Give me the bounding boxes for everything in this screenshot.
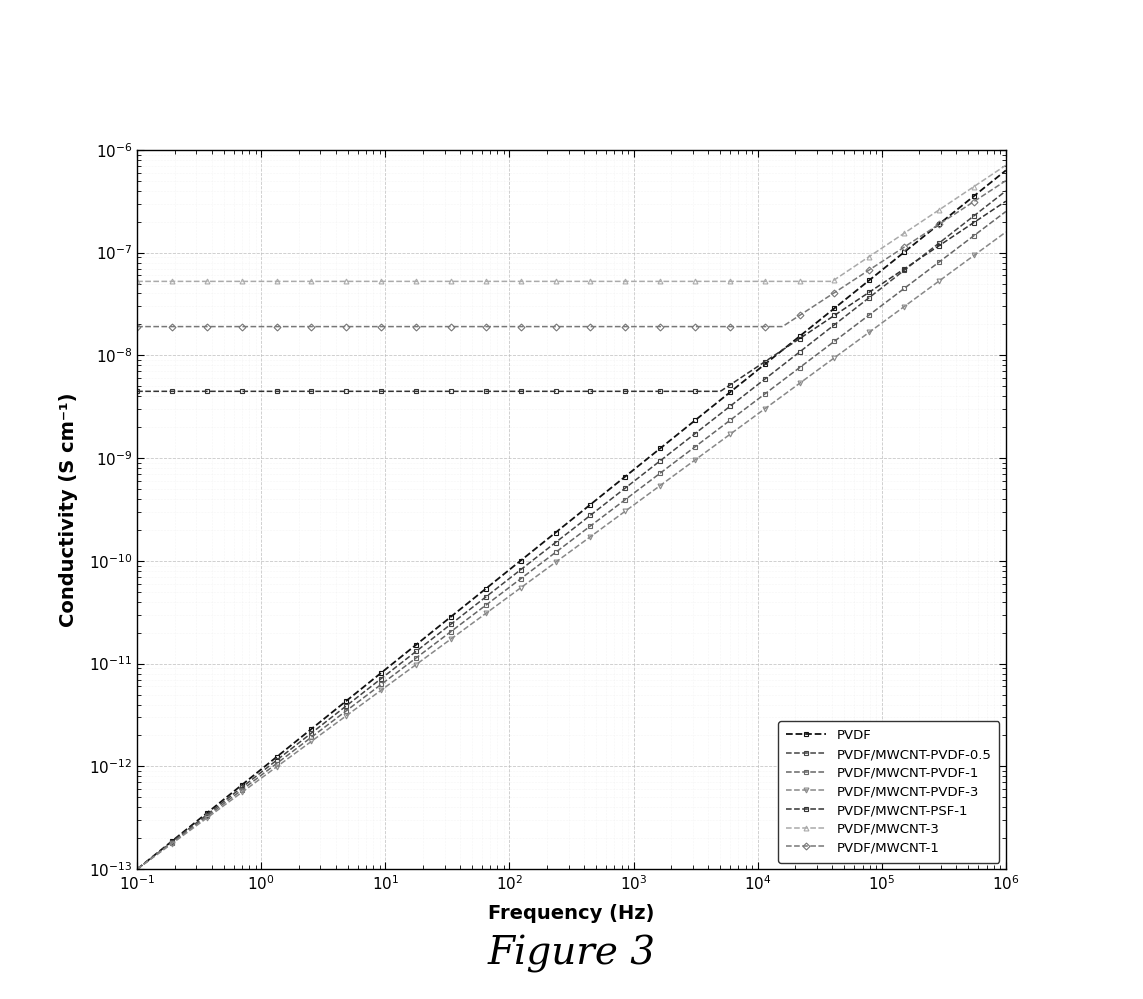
PVDF/MWCNT-PVDF-1: [647, 472, 661, 484]
Legend: PVDF, PVDF/MWCNT-PVDF-0.5, PVDF/MWCNT-PVDF-1, PVDF/MWCNT-PVDF-3, PVDF/MWCNT-PSF-: PVDF, PVDF/MWCNT-PVDF-0.5, PVDF/MWCNT-PV…: [778, 721, 999, 862]
PVDF: [999, 165, 1013, 177]
PVDF/MWCNT-PVDF-1: [645, 474, 658, 486]
PVDF/MWCNT-PSF-1: [647, 386, 661, 398]
PVDF/MWCNT-1: [999, 175, 1013, 187]
PVDF: [662, 436, 676, 448]
PVDF: [134, 861, 147, 873]
PVDF/MWCNT-3: [645, 276, 658, 288]
PVDF/MWCNT-3: [918, 214, 932, 226]
PVDF/MWCNT-PVDF-3: [863, 327, 877, 339]
PVDF/MWCNT-PVDF-1: [130, 863, 144, 875]
PVDF/MWCNT-3: [863, 251, 877, 263]
PVDF/MWCNT-1: [645, 321, 658, 333]
PVDF/MWCNT-3: [134, 276, 147, 288]
PVDF/MWCNT-1: [662, 321, 676, 333]
PVDF/MWCNT-PVDF-3: [647, 484, 661, 496]
PVDF/MWCNT-PSF-1: [999, 195, 1013, 207]
PVDF/MWCNT-PVDF-1: [662, 461, 676, 473]
PVDF/MWCNT-PVDF-0.5: [662, 449, 676, 461]
PVDF/MWCNT-PSF-1: [645, 386, 658, 398]
PVDF/MWCNT-3: [130, 276, 144, 288]
PVDF/MWCNT-1: [647, 321, 661, 333]
PVDF/MWCNT-PVDF-0.5: [647, 460, 661, 472]
PVDF/MWCNT-1: [130, 321, 144, 333]
PVDF/MWCNT-PSF-1: [130, 386, 144, 398]
PVDF: [918, 230, 932, 242]
Line: PVDF/MWCNT-PSF-1: PVDF/MWCNT-PSF-1: [135, 199, 1008, 394]
PVDF/MWCNT-3: [999, 159, 1013, 171]
X-axis label: Frequency (Hz): Frequency (Hz): [488, 904, 655, 923]
PVDF/MWCNT-3: [647, 276, 661, 288]
PVDF/MWCNT-PVDF-3: [645, 486, 658, 498]
PVDF/MWCNT-PVDF-3: [130, 863, 144, 875]
Line: PVDF/MWCNT-PVDF-1: PVDF/MWCNT-PVDF-1: [135, 209, 1008, 871]
PVDF/MWCNT-1: [134, 321, 147, 333]
PVDF/MWCNT-PSF-1: [918, 250, 932, 262]
PVDF/MWCNT-PVDF-0.5: [863, 292, 877, 304]
PVDF/MWCNT-PVDF-1: [863, 309, 877, 321]
PVDF: [647, 448, 661, 460]
PVDF/MWCNT-PVDF-3: [918, 286, 932, 298]
Line: PVDF/MWCNT-PVDF-0.5: PVDF/MWCNT-PVDF-0.5: [135, 189, 1008, 871]
Y-axis label: Conductivity (S cm⁻¹): Conductivity (S cm⁻¹): [58, 393, 78, 626]
Line: PVDF/MWCNT-PVDF-3: PVDF/MWCNT-PVDF-3: [135, 230, 1008, 871]
PVDF/MWCNT-PVDF-0.5: [645, 462, 658, 474]
PVDF/MWCNT-3: [662, 276, 676, 288]
PVDF/MWCNT-PVDF-0.5: [999, 185, 1013, 197]
Line: PVDF/MWCNT-3: PVDF/MWCNT-3: [135, 163, 1008, 284]
PVDF/MWCNT-PVDF-0.5: [918, 249, 932, 261]
PVDF/MWCNT-PVDF-0.5: [130, 863, 144, 875]
PVDF/MWCNT-PVDF-1: [134, 861, 147, 873]
Line: PVDF: PVDF: [135, 168, 1008, 871]
PVDF: [863, 275, 877, 287]
PVDF/MWCNT-PVDF-0.5: [134, 861, 147, 873]
PVDF/MWCNT-PVDF-3: [662, 474, 676, 486]
Text: Figure 3: Figure 3: [488, 935, 655, 973]
PVDF/MWCNT-PVDF-1: [918, 267, 932, 279]
PVDF/MWCNT-PSF-1: [863, 286, 877, 298]
PVDF/MWCNT-PVDF-3: [134, 861, 147, 873]
PVDF/MWCNT-PVDF-1: [999, 206, 1013, 218]
PVDF/MWCNT-PVDF-3: [999, 226, 1013, 238]
PVDF/MWCNT-1: [918, 228, 932, 240]
PVDF/MWCNT-1: [863, 264, 877, 276]
PVDF/MWCNT-PSF-1: [662, 386, 676, 398]
PVDF: [130, 863, 144, 875]
PVDF: [645, 450, 658, 462]
PVDF/MWCNT-PSF-1: [134, 386, 147, 398]
Line: PVDF/MWCNT-1: PVDF/MWCNT-1: [135, 178, 1008, 329]
